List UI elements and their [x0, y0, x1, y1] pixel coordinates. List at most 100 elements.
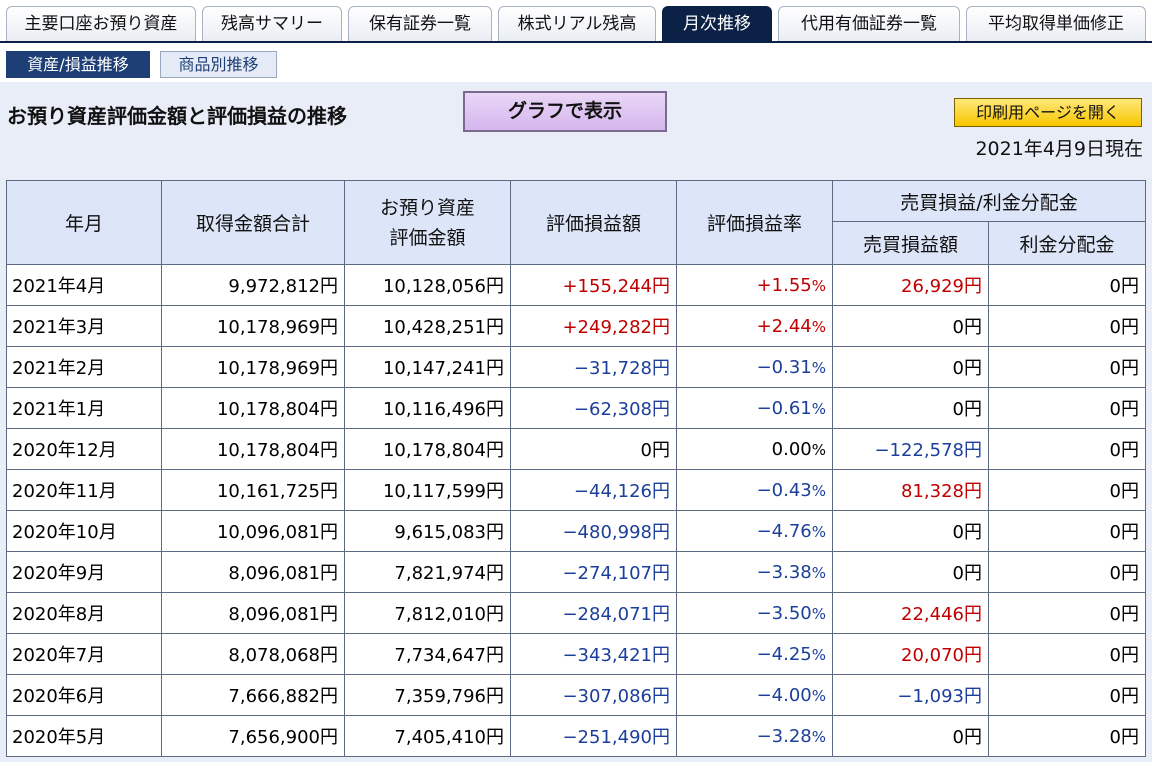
- tab-holdings-list[interactable]: 保有証券一覧: [348, 6, 492, 42]
- col-header-unrealized-rate: 評価損益率: [676, 180, 833, 265]
- col-header-distribution: 利金分配金: [988, 221, 1146, 265]
- cell-unrealized-rate: 0.00%: [676, 428, 833, 470]
- cell-asset-valuation-value: 10,116,496円: [382, 399, 504, 420]
- cell-unrealized-pl: −44,126円: [510, 469, 677, 511]
- table-row: 2021年3月 10,178,969円 10,428,251円 +249,282円 +2…: [6, 305, 1146, 347]
- percent-unit: %: [811, 399, 826, 418]
- tab-collateral-securities[interactable]: 代用有価証券一覧: [778, 6, 960, 42]
- percent-unit: %: [811, 563, 826, 582]
- cell-realized-pl-value: 0円: [952, 358, 982, 379]
- cell-unrealized-rate: −3.50%: [676, 592, 833, 634]
- cell-realized-pl: 0円: [832, 715, 989, 757]
- cell-unrealized-rate: −0.31%: [676, 346, 833, 388]
- table-row: 2021年2月 10,178,969円 10,147,241円 −31,728円 −0.…: [6, 346, 1146, 388]
- subtab-asset-pl-trend[interactable]: 資産/損益推移: [6, 51, 150, 78]
- tab-monthly-trend[interactable]: 月次推移: [662, 6, 772, 42]
- tab-average-cost-correction[interactable]: 平均取得単価修正: [966, 6, 1146, 42]
- cell-distribution: 0円: [988, 264, 1146, 306]
- cell-unrealized-rate-value: −0.43: [756, 479, 812, 501]
- cell-unrealized-pl-value: 0円: [640, 440, 670, 461]
- cell-distribution-value: 0円: [1109, 276, 1139, 297]
- as-of-date: 2021年4月9日現在: [975, 138, 1143, 160]
- cell-unrealized-pl: −343,421円: [510, 633, 677, 675]
- cell-acquisition-total-value: 9,972,812円: [228, 276, 338, 297]
- cell-unrealized-pl-value: −44,126円: [573, 481, 670, 502]
- cell-distribution-value: 0円: [1109, 645, 1139, 666]
- cell-year-month-value: 2020年11月: [12, 481, 117, 502]
- cell-acquisition-total-value: 8,078,068円: [228, 645, 338, 666]
- cell-realized-pl: 0円: [832, 387, 989, 429]
- col-header-trade-distribution-group: 売買損益/利金分配金: [832, 180, 1146, 222]
- cell-realized-pl-value: 20,070円: [901, 645, 982, 666]
- cell-realized-pl-value: −1,093円: [897, 686, 982, 707]
- tab-realtime-stock-balance[interactable]: 株式リアル残高: [498, 6, 656, 42]
- cell-year-month: 2020年9月: [6, 551, 162, 593]
- table-row: 2020年5月 7,656,900円 7,405,410円 −251,490円 −3.2…: [6, 715, 1146, 757]
- cell-distribution-value: 0円: [1109, 317, 1139, 338]
- open-print-page-button[interactable]: 印刷用ページを開く: [954, 98, 1142, 127]
- cell-acquisition-total-value: 10,178,804円: [216, 399, 338, 420]
- table-row: 2020年7月 8,078,068円 7,734,647円 −343,421円 −4.2…: [6, 633, 1146, 675]
- cell-year-month-value: 2020年8月: [12, 604, 106, 625]
- cell-acquisition-total-value: 7,666,882円: [228, 686, 338, 707]
- cell-acquisition-total-value: 10,178,969円: [216, 358, 338, 379]
- cell-realized-pl-value: 0円: [952, 563, 982, 584]
- cell-acquisition-total: 8,096,081円: [161, 551, 345, 593]
- cell-year-month: 2020年5月: [6, 715, 162, 757]
- cell-distribution: 0円: [988, 551, 1146, 593]
- cell-acquisition-total-value: 10,178,969円: [216, 317, 338, 338]
- cell-year-month-value: 2021年3月: [12, 317, 106, 338]
- cell-asset-valuation-value: 7,359,796円: [394, 686, 504, 707]
- cell-year-month: 2020年12月: [6, 428, 162, 470]
- page-title: お預り資産評価金額と評価損益の推移: [7, 104, 347, 128]
- cell-unrealized-pl: −31,728円: [510, 346, 677, 388]
- table-row: 2021年1月 10,178,804円 10,116,496円 −62,308円 −0.…: [6, 387, 1146, 429]
- subtab-by-product-trend[interactable]: 商品別推移: [160, 51, 277, 78]
- cell-distribution-value: 0円: [1109, 604, 1139, 625]
- percent-unit: %: [811, 727, 826, 746]
- percent-unit: %: [811, 481, 826, 500]
- cell-distribution: 0円: [988, 305, 1146, 347]
- cell-realized-pl-value: 0円: [952, 399, 982, 420]
- cell-year-month: 2020年6月: [6, 674, 162, 716]
- cell-distribution: 0円: [988, 387, 1146, 429]
- cell-asset-valuation: 10,117,599円: [344, 469, 511, 511]
- cell-unrealized-rate-value: −3.38: [756, 561, 812, 583]
- cell-distribution-value: 0円: [1109, 563, 1139, 584]
- percent-unit: %: [811, 686, 826, 705]
- show-graph-button[interactable]: グラフで表示: [463, 91, 667, 132]
- cell-acquisition-total: 8,078,068円: [161, 633, 345, 675]
- cell-unrealized-rate-value: −0.31: [756, 356, 812, 378]
- cell-distribution-value: 0円: [1109, 399, 1139, 420]
- cell-year-month-value: 2020年12月: [12, 440, 117, 461]
- cell-acquisition-total: 10,178,969円: [161, 305, 345, 347]
- cell-year-month-value: 2020年10月: [12, 522, 117, 543]
- cell-realized-pl: −122,578円: [832, 428, 989, 470]
- cell-distribution: 0円: [988, 674, 1146, 716]
- cell-unrealized-rate: −3.38%: [676, 551, 833, 593]
- cell-unrealized-pl-value: −343,421円: [562, 645, 670, 666]
- cell-acquisition-total-value: 10,096,081円: [216, 522, 338, 543]
- cell-acquisition-total-value: 10,178,804円: [216, 440, 338, 461]
- cell-unrealized-rate-value: −4.25: [756, 643, 812, 665]
- cell-realized-pl-value: 81,328円: [901, 481, 982, 502]
- cell-realized-pl: 20,070円: [832, 633, 989, 675]
- cell-acquisition-total: 10,161,725円: [161, 469, 345, 511]
- tab-main-account-assets[interactable]: 主要口座お預り資産: [6, 6, 196, 42]
- cell-acquisition-total-value: 7,656,900円: [228, 727, 338, 748]
- cell-realized-pl: −1,093円: [832, 674, 989, 716]
- tab-balance-summary[interactable]: 残高サマリー: [202, 6, 342, 42]
- cell-unrealized-pl-value: −31,728円: [573, 358, 670, 379]
- cell-acquisition-total-value: 8,096,081円: [228, 604, 338, 625]
- cell-asset-valuation: 9,615,083円: [344, 510, 511, 552]
- cell-year-month: 2020年10月: [6, 510, 162, 552]
- cell-year-month-value: 2020年6月: [12, 686, 106, 707]
- cell-distribution: 0円: [988, 346, 1146, 388]
- table-row: 2020年12月 10,178,804円 10,178,804円 0円 0.00% −12…: [6, 428, 1146, 470]
- cell-unrealized-pl-value: −307,086円: [562, 686, 670, 707]
- cell-realized-pl-value: 26,929円: [901, 276, 982, 297]
- cell-acquisition-total: 10,096,081円: [161, 510, 345, 552]
- cell-year-month: 2021年4月: [6, 264, 162, 306]
- cell-unrealized-pl-value: +155,244円: [562, 276, 670, 297]
- cell-unrealized-pl: −284,071円: [510, 592, 677, 634]
